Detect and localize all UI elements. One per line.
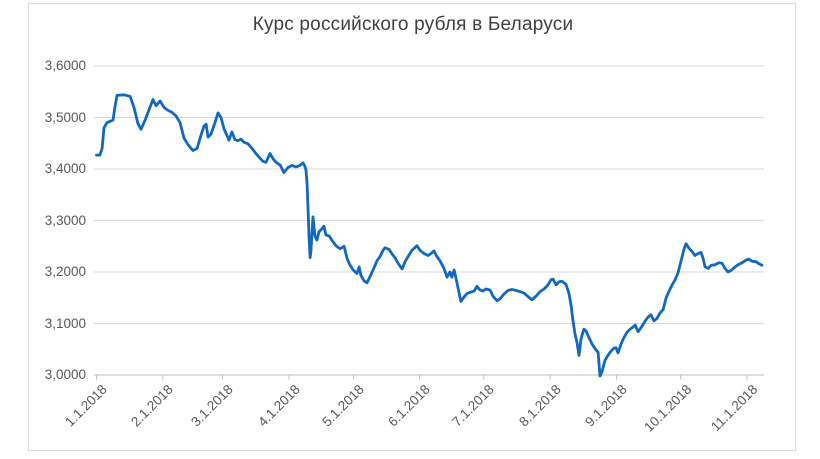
chart-title: Курс российского рубля в Беларуси <box>252 14 574 35</box>
y-axis-label: 3,5000 <box>44 109 86 125</box>
y-axis-label: 3,6000 <box>44 58 86 73</box>
y-axis-label: 3,2000 <box>44 264 86 279</box>
y-axis-label: 3,1000 <box>44 315 86 331</box>
y-axis-label: 3,4000 <box>44 161 86 176</box>
y-axis-label: 3,0000 <box>44 367 86 382</box>
y-axis-label: 3,3000 <box>44 212 86 228</box>
